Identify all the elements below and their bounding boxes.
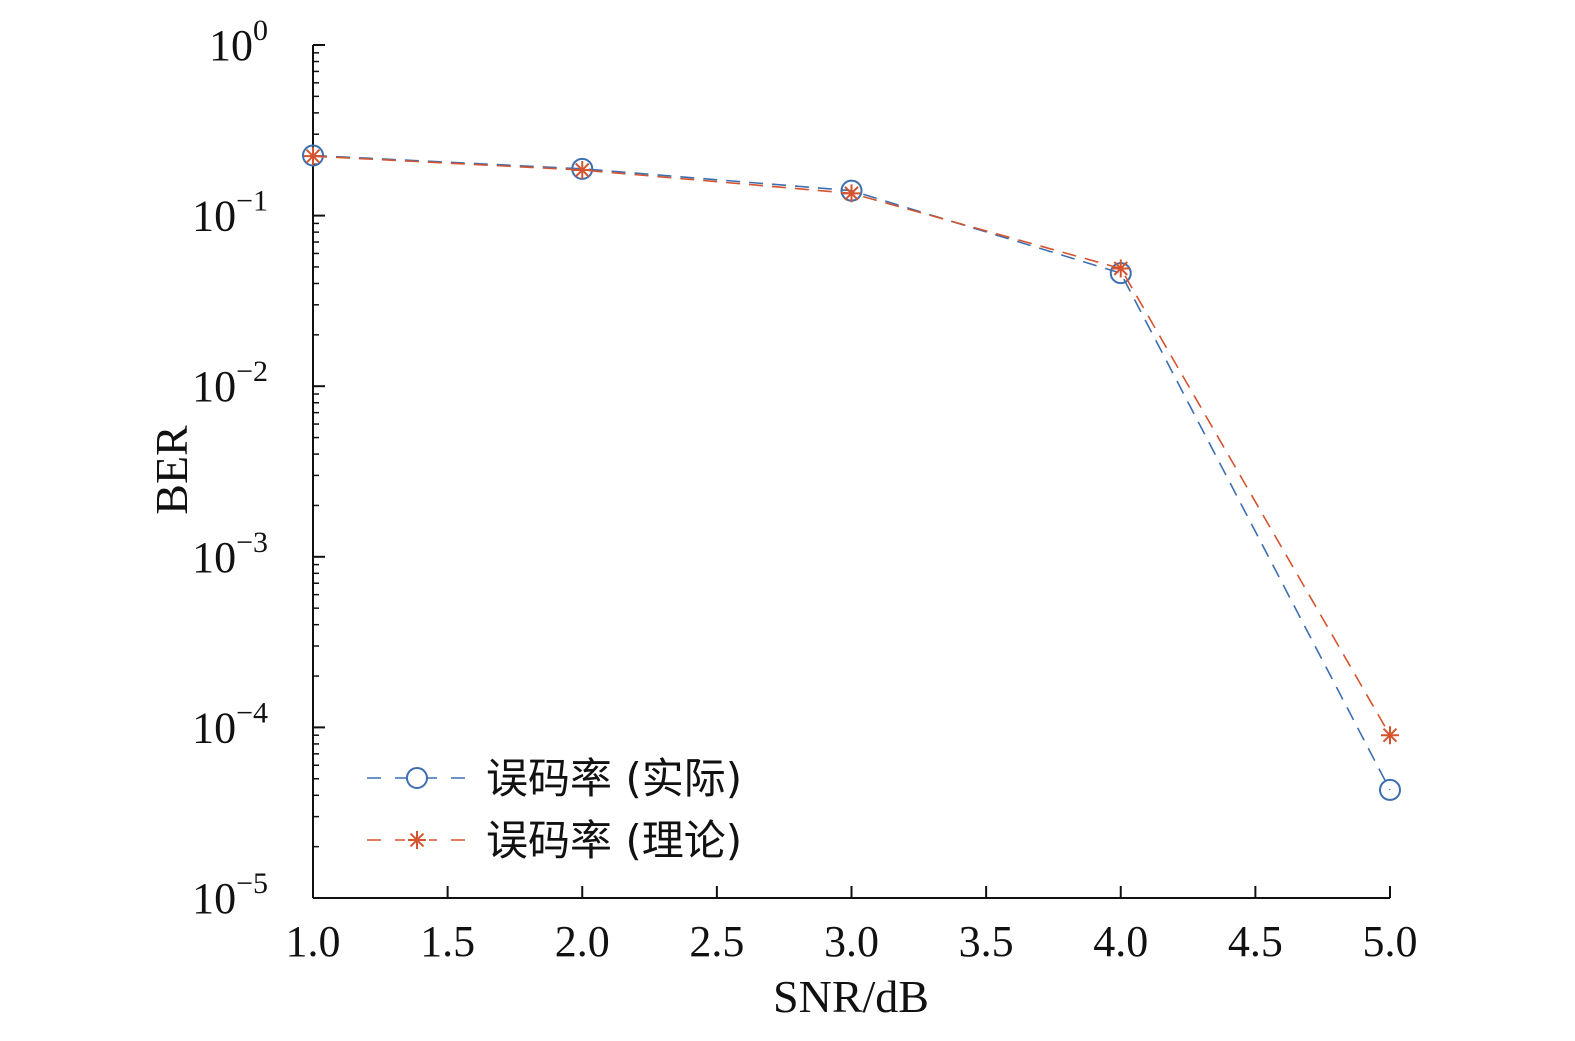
legend-entry-2: 误码率 (理论) xyxy=(367,816,742,865)
series-line xyxy=(312,155,1391,736)
asterisk-stroke xyxy=(305,148,321,164)
legend-label: 误码率 (理论) xyxy=(486,816,742,865)
data-point xyxy=(1379,778,1401,801)
legend-label: 误码率 (实际) xyxy=(486,754,742,803)
series-1 xyxy=(302,144,1401,801)
y-tick-label: 10−2 xyxy=(192,355,268,411)
x-tick-label: 3.0 xyxy=(824,917,879,966)
data-point xyxy=(302,144,324,167)
y-tick-label: 10−1 xyxy=(192,185,268,241)
legend-marker xyxy=(405,828,429,852)
x-tick-label: 5.0 xyxy=(1363,917,1418,966)
data-point xyxy=(842,184,861,203)
series-2 xyxy=(304,147,1399,745)
x-tick-label: 2.0 xyxy=(555,917,610,966)
x-tick-label: 3.5 xyxy=(959,917,1014,966)
y-axis-ticks: 100 10−1 10−2 10−3 10−4 10−5 xyxy=(192,14,325,923)
asterisk-stroke xyxy=(409,832,425,848)
legend: 误码率 (实际) 误码率 (理论) xyxy=(367,754,742,865)
y-tick-label: 10−4 xyxy=(192,696,268,752)
legend-entry-1: 误码率 (实际) xyxy=(367,754,742,803)
x-axis-ticks: 1.0 1.5 2.0 2.5 3.0 3.5 4.0 4.5 5.0 xyxy=(286,886,1418,966)
asterisk-stroke xyxy=(575,162,590,178)
data-point xyxy=(573,161,592,180)
data-point xyxy=(304,147,322,166)
x-tick-label: 1.5 xyxy=(420,917,475,966)
asterisk-stroke xyxy=(844,186,859,201)
series-layer xyxy=(302,144,1401,801)
x-tick-label: 4.0 xyxy=(1093,917,1148,966)
y-tick-label: 100 xyxy=(209,14,268,70)
x-tick-label: 1.0 xyxy=(286,917,341,966)
x-tick-label: 2.5 xyxy=(689,917,744,966)
asterisk-stroke xyxy=(1382,728,1398,743)
x-axis-label: SNR/dB xyxy=(773,971,929,1022)
x-tick-label: 4.5 xyxy=(1228,917,1283,966)
y-axis-label: BER xyxy=(146,425,197,515)
asterisk-stroke xyxy=(1113,261,1128,276)
y-tick-label: 10−3 xyxy=(192,526,268,582)
series-line xyxy=(312,154,1391,791)
axes xyxy=(312,45,1390,899)
y-tick-label: 10−5 xyxy=(192,867,268,923)
data-point xyxy=(1381,726,1399,745)
legend-marker xyxy=(406,767,428,789)
data-point xyxy=(1111,259,1130,278)
